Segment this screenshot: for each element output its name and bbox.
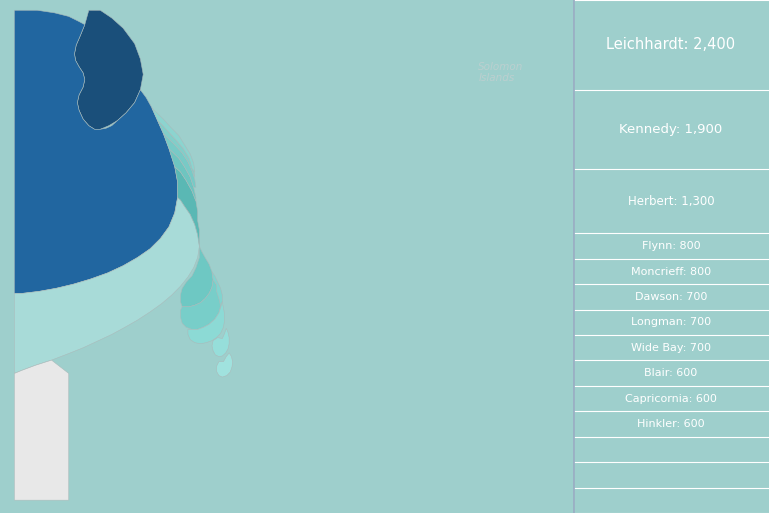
Polygon shape	[163, 133, 196, 187]
Text: Moncrieff: 800: Moncrieff: 800	[631, 267, 711, 277]
Text: Wide Bay: 700: Wide Bay: 700	[631, 343, 711, 353]
Text: Flynn: 800: Flynn: 800	[641, 241, 701, 251]
Text: Solomon
Islands: Solomon Islands	[478, 62, 524, 83]
Polygon shape	[15, 198, 199, 373]
Polygon shape	[169, 149, 196, 201]
Polygon shape	[212, 328, 229, 357]
Polygon shape	[75, 10, 143, 129]
Text: Hinkler: 600: Hinkler: 600	[638, 419, 704, 429]
Polygon shape	[212, 272, 222, 308]
Polygon shape	[217, 353, 232, 377]
Polygon shape	[151, 108, 195, 172]
Polygon shape	[181, 280, 221, 329]
Text: Leichhardt: 2,400: Leichhardt: 2,400	[607, 37, 735, 52]
Text: Blair: 600: Blair: 600	[644, 368, 697, 378]
Polygon shape	[188, 302, 225, 344]
Polygon shape	[158, 121, 195, 177]
Text: Kennedy: 1,900: Kennedy: 1,900	[619, 123, 723, 136]
Text: Longman: 700: Longman: 700	[631, 318, 711, 327]
Text: Herbert: 1,300: Herbert: 1,300	[628, 195, 714, 208]
Text: Capricornia: 600: Capricornia: 600	[625, 393, 717, 404]
Polygon shape	[175, 167, 199, 246]
Text: Dawson: 700: Dawson: 700	[634, 292, 707, 302]
Polygon shape	[15, 360, 68, 500]
Polygon shape	[15, 10, 178, 293]
Polygon shape	[181, 246, 213, 307]
